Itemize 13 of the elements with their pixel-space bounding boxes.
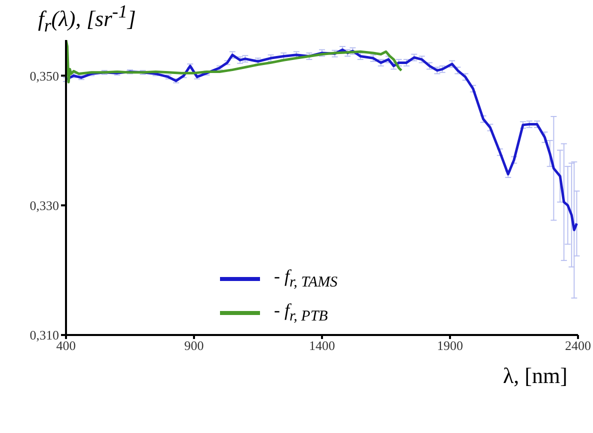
x-tick-label: 1400 <box>309 338 335 354</box>
y-tick-label: 0,350 <box>30 68 59 84</box>
legend-label: - f$_{r, PTB}$ <box>274 300 328 326</box>
y-tick-label: 0,310 <box>30 328 59 343</box>
legend-label: - f$_{r, TAMS}$ <box>274 266 338 292</box>
x-tick-label: 400 <box>56 338 76 354</box>
x-tick-label: 1900 <box>437 338 463 354</box>
y-axis-title: f$_{r}$(λ), [sr$^{-1}$] <box>38 2 136 36</box>
x-tick-label: 900 <box>184 338 204 354</box>
x-axis-title: λ, [nm] <box>503 363 568 389</box>
line-series <box>66 40 403 84</box>
x-tick-label: 2400 <box>565 338 591 354</box>
y-tick-label: 0,330 <box>30 198 59 213</box>
